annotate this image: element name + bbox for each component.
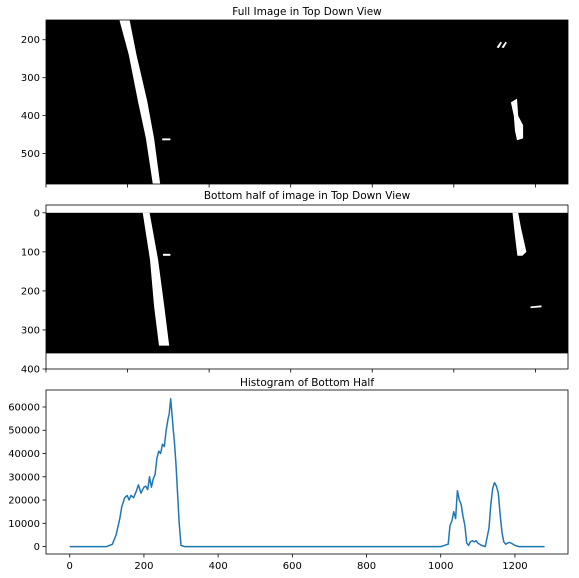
- right-lane-fragment: [496, 41, 502, 49]
- y-tick-label: 400: [21, 111, 40, 122]
- y-tick-label: 50000: [8, 426, 40, 437]
- histogram-series-line: [69, 398, 545, 548]
- x-tick-label: 1200: [502, 561, 527, 572]
- x-ticks-histogram: 0 200 400 600 800 1000 1200: [67, 554, 528, 572]
- x-tick-label: 400: [209, 561, 228, 572]
- x-ticks-full-image: [45, 184, 536, 188]
- y-tick-label: 100: [21, 247, 40, 258]
- y-tick-label: 30000: [8, 472, 40, 483]
- y-tick-label: 40000: [8, 449, 40, 460]
- y-tick-label: 0: [34, 542, 40, 553]
- panel-frame-histogram: [46, 390, 568, 554]
- y-tick-label: 20000: [8, 496, 40, 507]
- y-tick-label: 200: [21, 35, 40, 46]
- right-lane-fragment: [510, 98, 524, 141]
- y-tick-label: 0: [34, 208, 40, 219]
- panel-border-bottom-half: [45, 204, 569, 370]
- left-lane-line: [119, 20, 161, 184]
- histogram-line-group: [69, 398, 545, 548]
- y-tick-label: 500: [21, 149, 40, 160]
- y-tick-label: 10000: [8, 519, 40, 530]
- right-lane-fragment: [530, 305, 542, 309]
- y-ticks-histogram: 0 10000 20000 30000 40000 50000 60000: [8, 402, 46, 553]
- image-background: [46, 20, 568, 184]
- panel-border-histogram: [45, 389, 569, 555]
- panel-bottom-half: Bottom half of image in Top Down View 0 1…: [21, 190, 569, 376]
- y-tick-label: 300: [21, 325, 40, 336]
- topdown-bottom-half-image: [46, 212, 568, 354]
- y-tick-label: 400: [21, 365, 40, 376]
- panel-title-histogram: Histogram of Bottom Half: [240, 377, 374, 389]
- panel-full-image: Full Image in Top Down View 200 300 400 500: [21, 6, 569, 188]
- x-tick-label: 0: [67, 561, 73, 572]
- y-tick-label: 300: [21, 73, 40, 84]
- right-lane-fragment: [501, 41, 507, 49]
- y-ticks-full-image: 200 300 400 500: [21, 35, 46, 160]
- x-tick-label: 600: [283, 561, 302, 572]
- topdown-full-image: [46, 20, 568, 184]
- right-lane-fragment: [512, 212, 527, 256]
- panel-title-full-image: Full Image in Top Down View: [232, 6, 382, 18]
- y-ticks-bottom-half: 0 100 200 300 400: [21, 208, 46, 376]
- panel-title-bottom-half: Bottom half of image in Top Down View: [204, 190, 411, 202]
- image-background: [46, 212, 568, 354]
- left-lane-fragment: [162, 138, 171, 141]
- panel-histogram: Histogram of Bottom Half 010000200003000…: [8, 377, 569, 572]
- x-ticks-bottom-half: [45, 369, 536, 373]
- y-tick-label: 200: [21, 286, 40, 297]
- x-tick-label: 800: [357, 561, 376, 572]
- x-tick-label: 200: [134, 561, 153, 572]
- x-tick-label: 1000: [428, 561, 453, 572]
- y-tick-label: 60000: [8, 402, 40, 413]
- left-lane-fragment: [163, 253, 171, 256]
- panel-border-full-image: [45, 19, 569, 185]
- left-lane-line: [142, 212, 170, 346]
